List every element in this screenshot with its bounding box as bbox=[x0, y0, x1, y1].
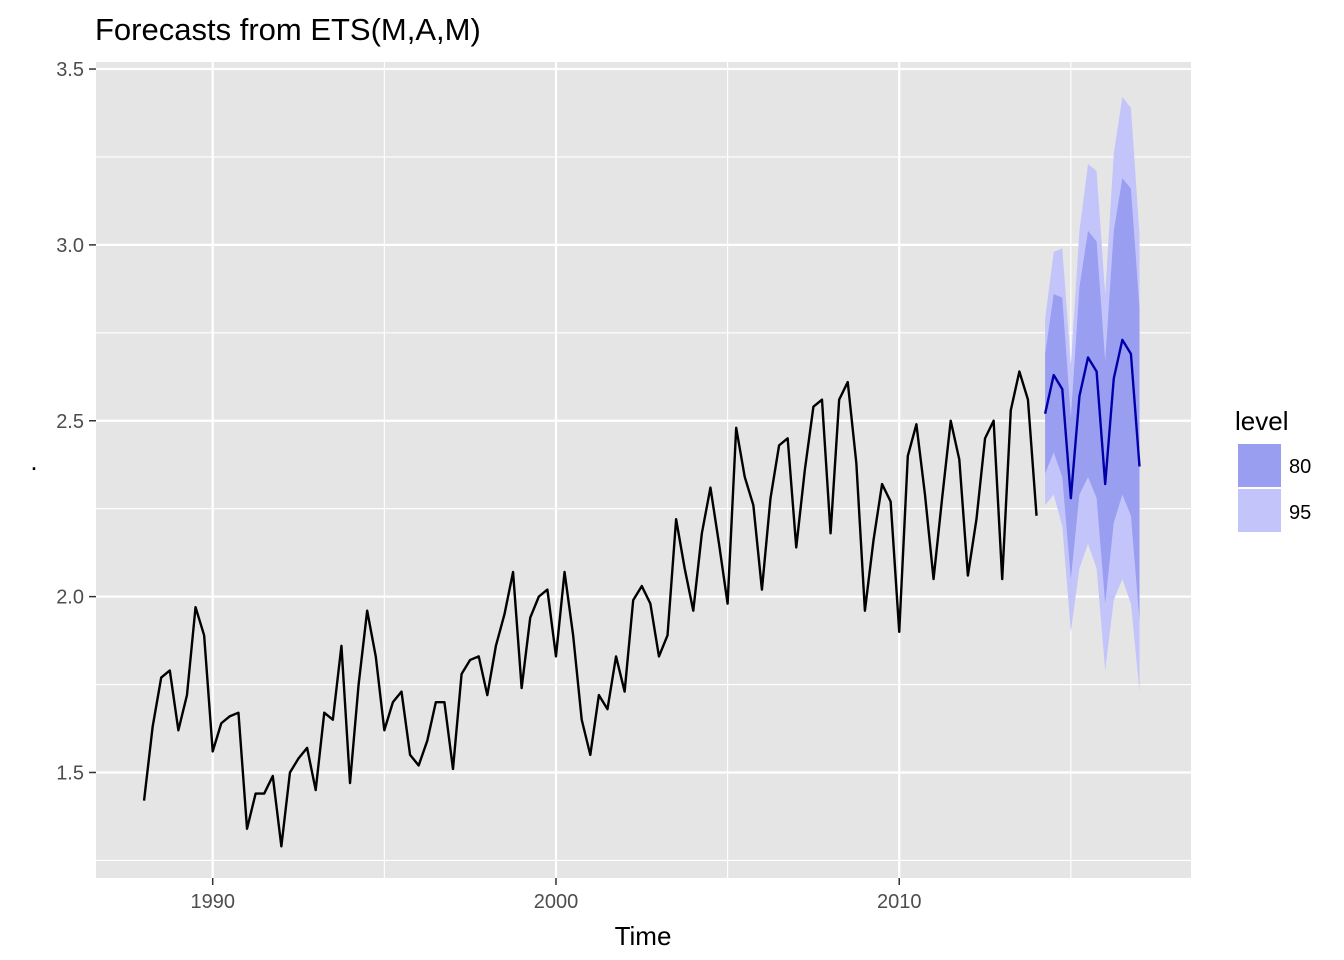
x-axis-label: Time bbox=[615, 921, 672, 951]
y-tick-label: 1.5 bbox=[56, 762, 84, 784]
legend-title: level bbox=[1235, 406, 1288, 436]
x-tick-label: 2010 bbox=[877, 891, 922, 913]
tick-layer: 1990 2000 2010 1.5 2.0 2.5 3.0 3.5 bbox=[56, 59, 921, 913]
x-tick-label: 1990 bbox=[190, 891, 235, 913]
y-axis-label: . bbox=[30, 446, 37, 476]
legend-label-95: 95 bbox=[1289, 502, 1311, 524]
band-80-layer bbox=[1045, 178, 1140, 622]
line-layer bbox=[142, 338, 1141, 848]
legend: level 80 95 bbox=[1235, 406, 1311, 532]
y-tick-label: 2.5 bbox=[56, 411, 84, 433]
y-tick-label: 2.0 bbox=[56, 587, 84, 609]
plot-panel bbox=[96, 62, 1191, 878]
legend-key-80 bbox=[1238, 444, 1281, 487]
series-forecast-line bbox=[1043, 338, 1141, 500]
y-tick-label: 3.0 bbox=[56, 235, 84, 257]
series-history-line bbox=[142, 370, 1038, 848]
band-80 bbox=[1045, 178, 1140, 622]
grid-layer bbox=[96, 62, 1191, 878]
x-tick-label: 2000 bbox=[534, 891, 579, 913]
chart-title: Forecasts from ETS(M,A,M) bbox=[95, 12, 481, 47]
legend-label-80: 80 bbox=[1289, 456, 1311, 478]
legend-key-95 bbox=[1238, 489, 1281, 532]
y-tick-label: 3.5 bbox=[56, 59, 84, 81]
